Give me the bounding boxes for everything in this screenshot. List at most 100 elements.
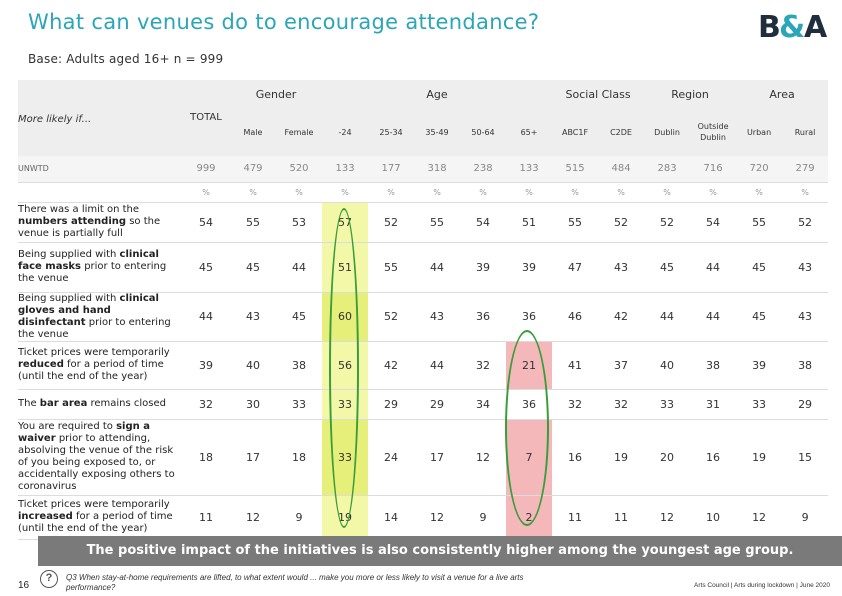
table-cell: 29 — [368, 389, 415, 420]
table-cell: 32 — [552, 389, 599, 420]
col-age-50-64: 50-64 — [460, 108, 507, 156]
col-female: Female — [276, 108, 323, 156]
table-cell: 43 — [598, 242, 645, 293]
table-cell: 38 — [276, 341, 323, 390]
table-cell: 17 — [230, 419, 276, 496]
row-label-text: The — [18, 398, 40, 409]
unwtd-cell: 177 — [368, 156, 415, 183]
table-cell: 34 — [460, 389, 507, 420]
pct-cell: % — [736, 182, 783, 203]
page-number: 16 — [18, 580, 30, 591]
table-cell: 46 — [552, 292, 599, 342]
table-cell: 41 — [552, 341, 599, 390]
unwtd-cell: 515 — [552, 156, 599, 183]
table-cell: 51 — [506, 202, 553, 243]
table-cell: 45 — [276, 292, 323, 342]
row-label-text: There was a limit on the — [18, 204, 140, 215]
row-header-label: More likely if... — [18, 113, 92, 125]
unwtd-cell: 479 — [230, 156, 276, 183]
highlight-circle-under-24 — [329, 208, 359, 528]
table-cell: 52 — [644, 202, 691, 243]
footer-source: Arts Council | Arts during lockdown | Ju… — [694, 582, 830, 589]
table-cell: 39 — [506, 242, 553, 293]
table-cell: 43 — [414, 292, 461, 342]
table-cell: 16 — [552, 419, 599, 496]
group-gender: Gender — [230, 80, 323, 108]
table-cell: 9 — [782, 495, 829, 540]
table-cell: 45 — [644, 242, 691, 293]
table-cell: 11 — [552, 495, 599, 540]
row-label-text: prior to entering the venue — [18, 261, 167, 284]
col-abc1f: ABC1F — [552, 108, 599, 156]
table-cell: 45 — [182, 242, 230, 293]
row-label-text: Ticket prices were temporarily — [18, 347, 170, 358]
unwtd-cell: 133 — [506, 156, 553, 183]
row-label-emphasis: bar area — [39, 398, 88, 409]
table-cell: 52 — [368, 202, 415, 243]
unwtd-cell: 238 — [460, 156, 507, 183]
row-header-cell: More likely if... — [18, 80, 182, 156]
table-cell: 17 — [414, 419, 461, 496]
table-cell: 38 — [782, 341, 829, 390]
table-cell: 30 — [230, 389, 276, 420]
col-age-65-plus: 65+ — [506, 108, 553, 156]
table-cell: 52 — [598, 202, 645, 243]
row-label-text: prior to attending, absolving the venue … — [18, 433, 175, 492]
row-label-text: Being supplied with — [18, 292, 120, 304]
col-rural: Rural — [782, 108, 829, 156]
row-label-emphasis: numbers attending — [18, 216, 127, 227]
row-label-text: remains closed — [87, 398, 167, 409]
table-cell: 44 — [690, 242, 737, 293]
table-cell: 14 — [368, 495, 415, 540]
pct-cell: % — [322, 182, 369, 203]
unwtd-cell: 133 — [322, 156, 369, 183]
table-cell: 32 — [182, 389, 230, 420]
pct-cell: % — [782, 182, 829, 203]
table-cell: 15 — [782, 419, 829, 496]
group-social-class: Social Class — [552, 80, 645, 108]
svg-text:&: & — [779, 10, 805, 42]
table-cell: 52 — [782, 202, 829, 243]
question-text: Q3 When stay-at-home requirements are li… — [66, 573, 524, 592]
table-row: The bar area remains closed 32 30 33 33 29 29 3… — [18, 389, 829, 420]
table-cell: 43 — [230, 292, 276, 342]
group-header-row: More likely if... TOTAL Gender Age Socia… — [18, 80, 829, 156]
table-cell: 55 — [414, 202, 461, 243]
row-label-emphasis: clinical gloves and hand disinfectant — [18, 292, 159, 328]
table-cell: 12 — [230, 495, 276, 540]
key-finding-banner: The positive impact of the initiatives i… — [38, 536, 842, 566]
col-outside-dublin: Outside Dublin — [690, 108, 737, 156]
pct-cell: % — [276, 182, 323, 203]
row-label-text: Ticket prices were temporarily — [18, 499, 170, 510]
col-dublin: Dublin — [644, 108, 691, 156]
group-area: Area — [736, 80, 829, 108]
row-label-emphasis: clinical face masks — [18, 249, 159, 272]
row-label-text: for a period of time (until the end of t… — [18, 359, 164, 382]
total-label: TOTAL — [190, 112, 222, 123]
table-cell: 54 — [182, 202, 230, 243]
table-cell: 36 — [460, 292, 507, 342]
row-label-text: You are required to — [18, 421, 117, 432]
table-cell: 45 — [230, 242, 276, 293]
pct-cell: % — [460, 182, 507, 203]
col-age-25-34: 25-34 — [368, 108, 415, 156]
table-cell: 54 — [690, 202, 737, 243]
row-label-emphasis: sign a waiver — [18, 421, 150, 444]
table-cell: 43 — [782, 242, 829, 293]
pct-cell: % — [182, 182, 230, 203]
table-cell: 55 — [736, 202, 783, 243]
table-cell: 9 — [460, 495, 507, 540]
results-table-wrapper: More likely if... TOTAL Gender Age Socia… — [18, 80, 829, 540]
pct-cell: % — [414, 182, 461, 203]
row-label: Being supplied with clinical gloves and … — [18, 292, 182, 342]
highlight-circle-65-plus — [505, 330, 549, 526]
table-cell: 32 — [598, 389, 645, 420]
table-cell: 12 — [460, 419, 507, 496]
group-region: Region — [644, 80, 737, 108]
table-cell: 44 — [414, 341, 461, 390]
table-cell: 18 — [276, 419, 323, 496]
svg-text:B: B — [758, 10, 781, 42]
table-cell: 33 — [644, 389, 691, 420]
row-label-emphasis: reduced — [18, 359, 64, 370]
pct-cell: % — [506, 182, 553, 203]
